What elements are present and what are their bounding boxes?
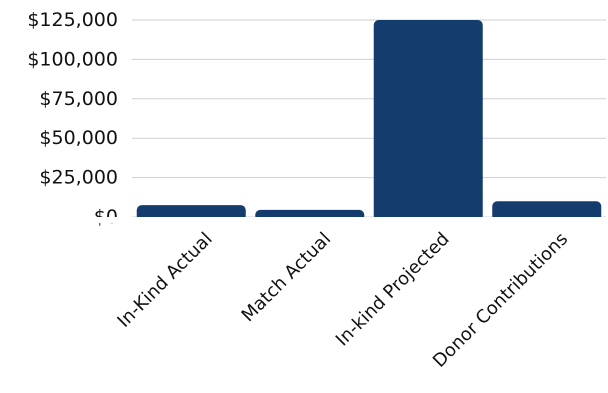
y-tick-label: $100,000 xyxy=(27,48,118,70)
y-tick-label: $50,000 xyxy=(39,127,118,149)
bar xyxy=(373,20,483,221)
baseline-mask xyxy=(0,217,608,223)
x-category-label: In-kind Projected xyxy=(332,229,454,351)
y-tick-label: $75,000 xyxy=(39,88,118,110)
x-category-label: Donor Contributions xyxy=(429,229,572,372)
bar xyxy=(492,201,602,221)
y-tick-label: $125,000 xyxy=(27,9,118,31)
y-tick-label: $25,000 xyxy=(39,167,118,189)
x-category-label: Match Actual xyxy=(238,229,336,327)
y-axis-tick-labels: $0$25,000$50,000$75,000$100,000$125,000 xyxy=(27,9,118,228)
x-category-label: In-Kind Actual xyxy=(113,229,216,332)
bars xyxy=(0,20,608,223)
gridlines xyxy=(132,19,606,218)
